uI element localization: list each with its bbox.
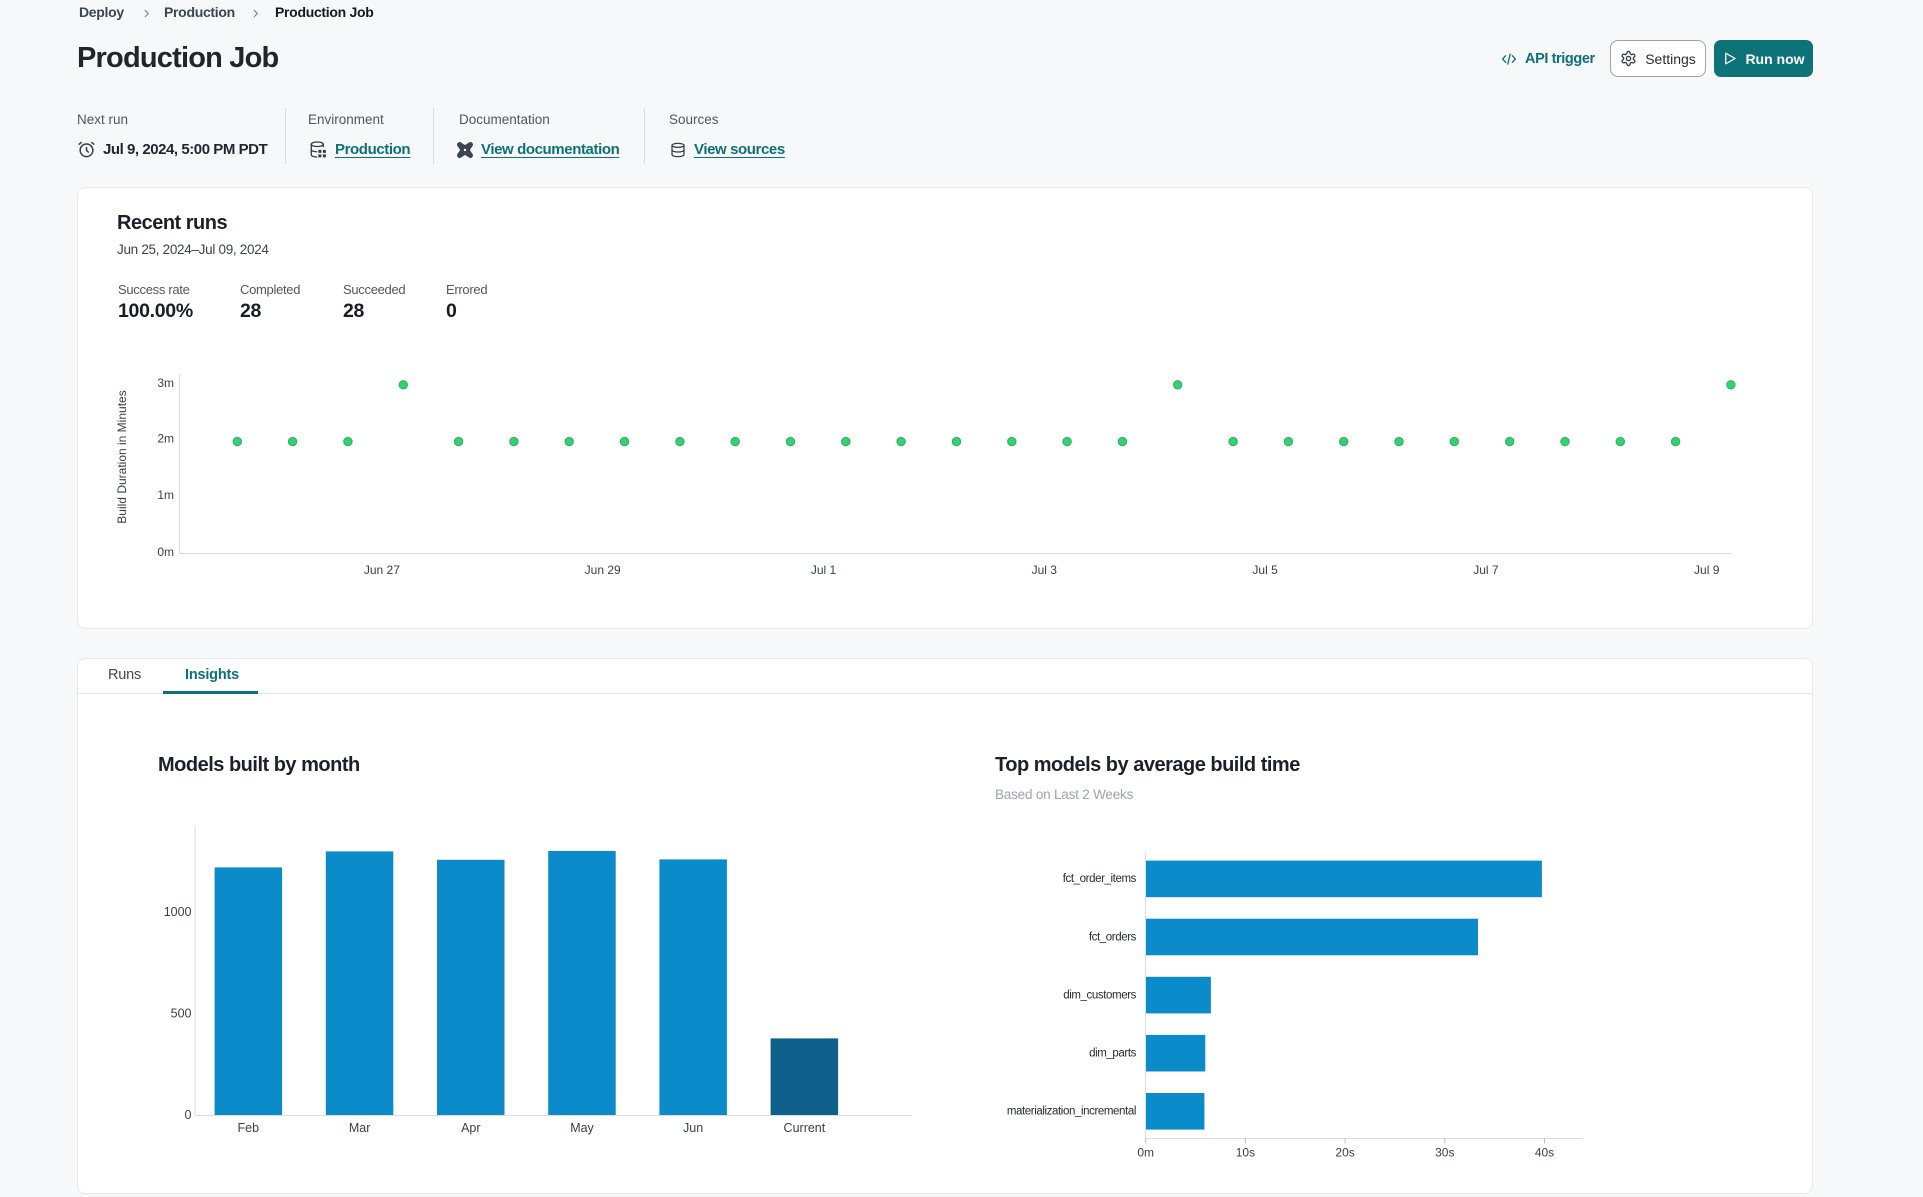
svg-text:Jul 9: Jul 9 <box>1694 563 1720 577</box>
svg-text:fct_orders: fct_orders <box>1089 931 1137 943</box>
svg-text:Build Duration in Minutes: Build Duration in Minutes <box>115 390 129 523</box>
svg-text:2m: 2m <box>157 432 174 446</box>
svg-text:1000: 1000 <box>164 905 192 919</box>
svg-text:May: May <box>570 1121 594 1135</box>
svg-text:500: 500 <box>171 1007 192 1021</box>
svg-text:dim_parts: dim_parts <box>1089 1048 1137 1060</box>
svg-text:fct_order_items: fct_order_items <box>1063 873 1137 885</box>
svg-text:Apr: Apr <box>461 1121 480 1135</box>
svg-text:Jul 5: Jul 5 <box>1252 563 1278 577</box>
svg-text:Current: Current <box>784 1121 826 1135</box>
svg-text:Jul 1: Jul 1 <box>811 563 837 577</box>
svg-text:3m: 3m <box>157 376 174 390</box>
svg-text:Jun 29: Jun 29 <box>585 563 621 577</box>
svg-text:10s: 10s <box>1236 1146 1255 1160</box>
svg-text:0m: 0m <box>157 545 174 559</box>
svg-text:Jul 7: Jul 7 <box>1473 563 1499 577</box>
svg-text:20s: 20s <box>1335 1146 1354 1160</box>
svg-text:1m: 1m <box>157 488 174 502</box>
svg-text:30s: 30s <box>1435 1146 1454 1160</box>
svg-text:dim_customers: dim_customers <box>1063 989 1136 1001</box>
svg-text:materialization_incremental: materialization_incremental <box>1007 1106 1136 1118</box>
svg-text:0m: 0m <box>1137 1146 1154 1160</box>
svg-text:Feb: Feb <box>238 1121 260 1135</box>
svg-text:Jun: Jun <box>683 1121 703 1135</box>
svg-text:Jun 27: Jun 27 <box>364 563 400 577</box>
svg-text:0: 0 <box>185 1108 192 1122</box>
svg-text:Jul 3: Jul 3 <box>1032 563 1058 577</box>
svg-text:Mar: Mar <box>349 1121 371 1135</box>
svg-text:40s: 40s <box>1535 1146 1554 1160</box>
